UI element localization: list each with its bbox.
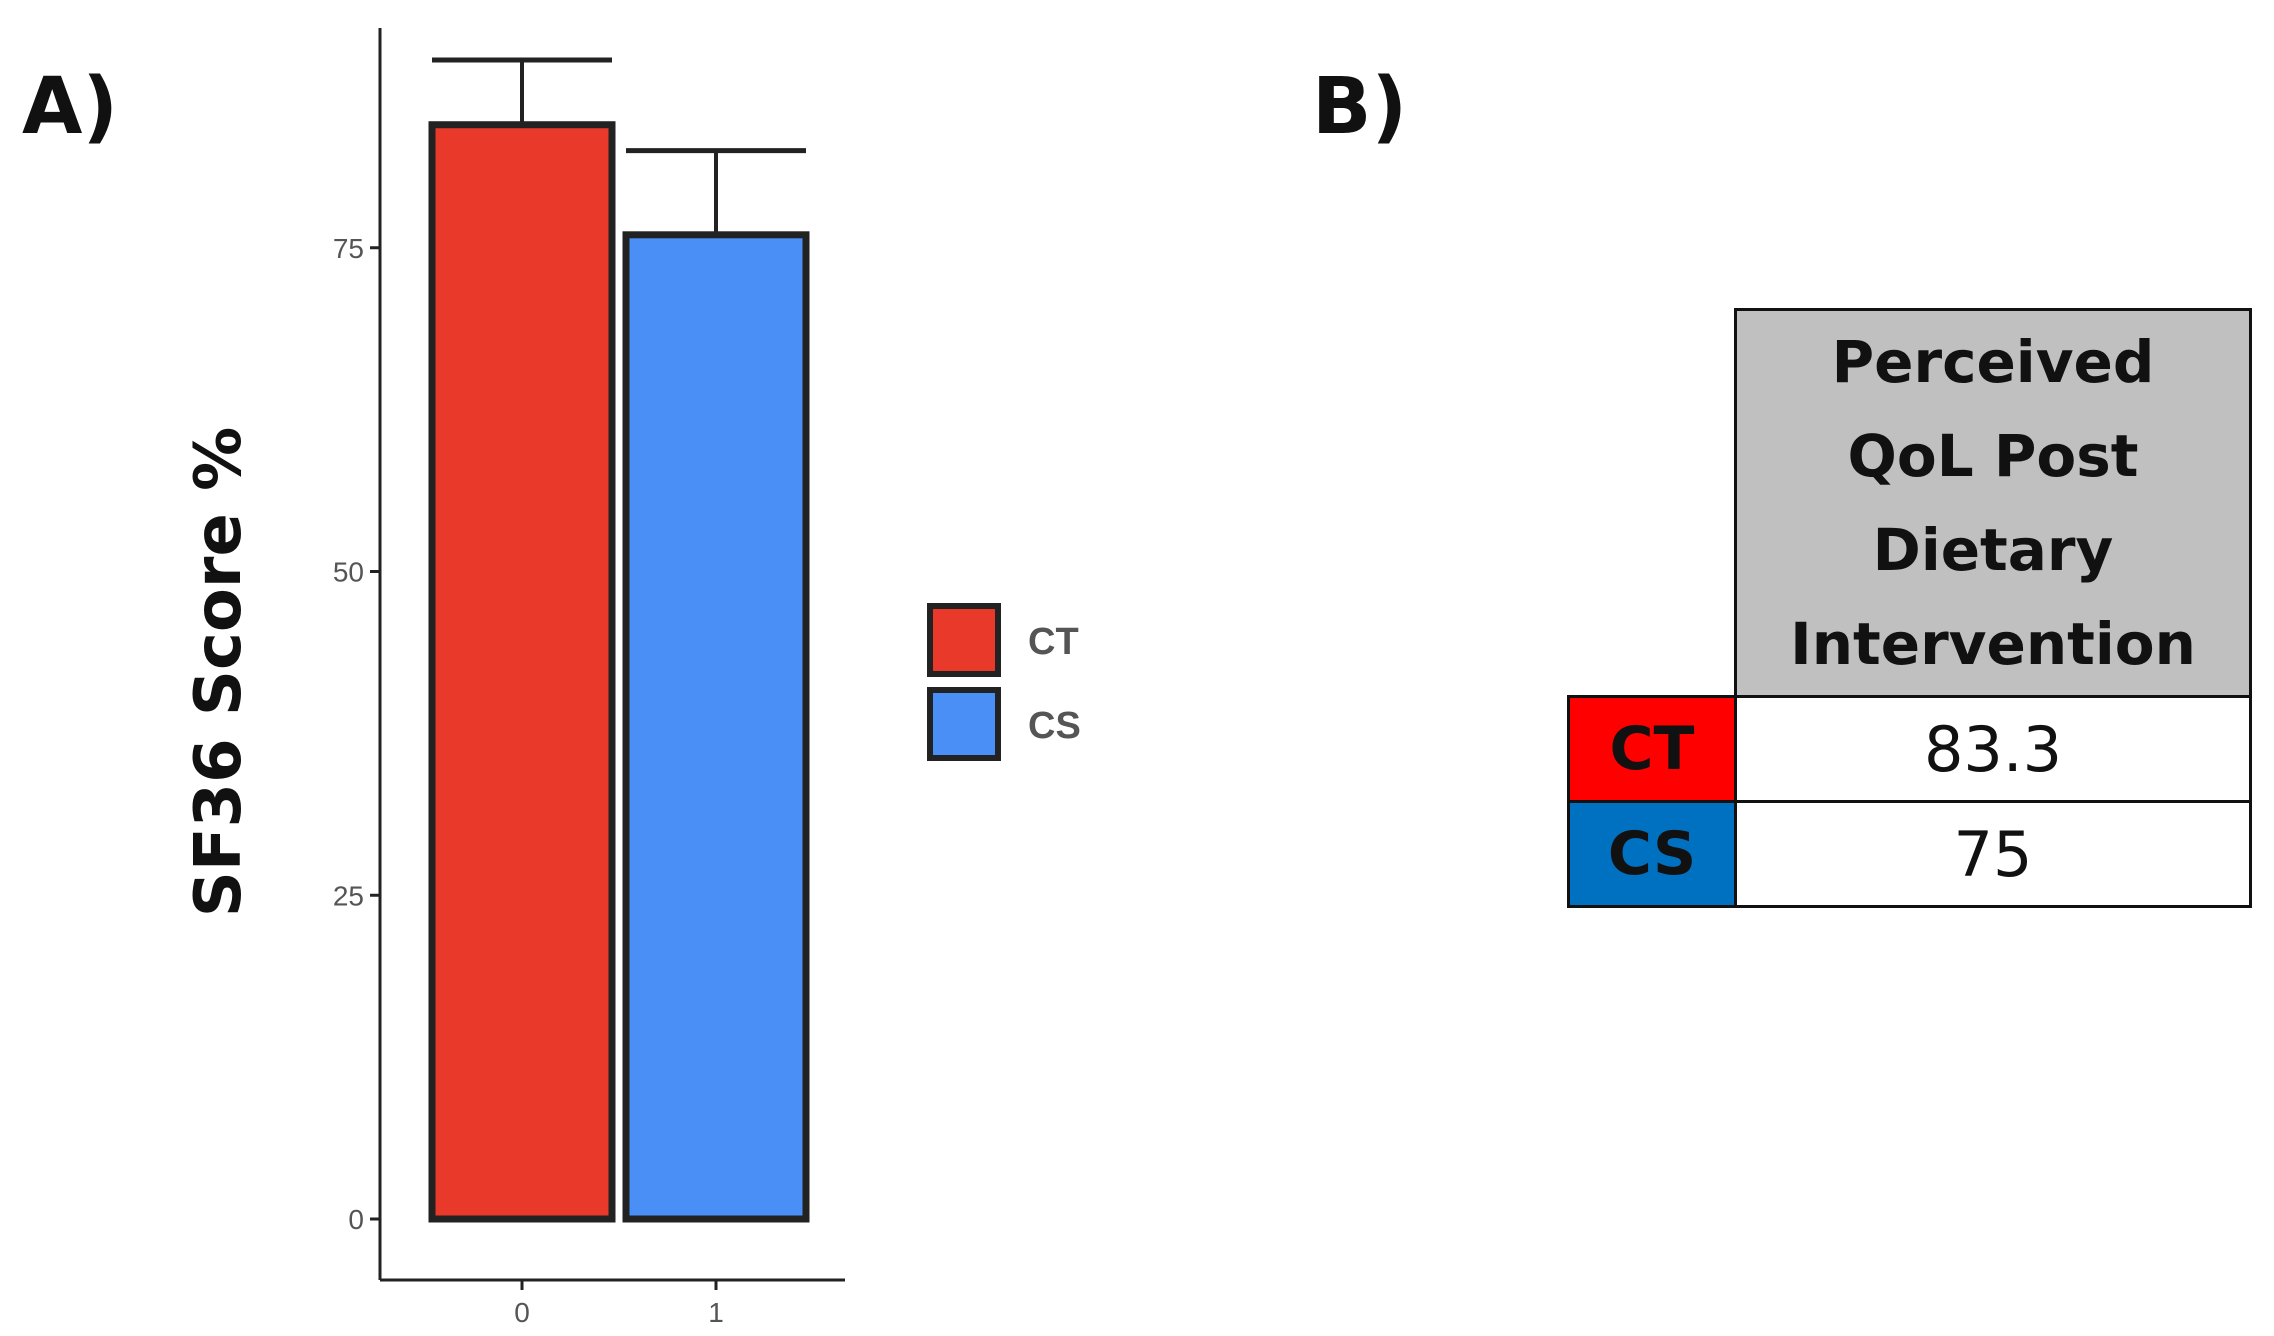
table-header-line: Dietary — [1872, 516, 2114, 584]
chart-legend: CT CS — [927, 603, 1081, 761]
table-value-ct: 83.3 — [1734, 695, 2252, 803]
legend-swatch-ct — [927, 603, 1001, 677]
x-tick-label: 1 — [708, 1297, 724, 1328]
table-corner — [1569, 310, 1736, 697]
y-tick-label: 25 — [333, 880, 364, 911]
table-header-line: Perceived — [1831, 328, 2155, 396]
table-header-line: Intervention — [1790, 610, 2196, 678]
qol-table: Perceived QoL Post Dietary Intervention … — [1567, 308, 2252, 908]
table-group-cs: CS — [1567, 800, 1737, 908]
bar-cs — [622, 231, 810, 1223]
table-header: Perceived QoL Post Dietary Intervention — [1734, 308, 2252, 698]
table-row: CT 83.3 — [1567, 695, 2252, 803]
table-value-cs: 75 — [1734, 800, 2252, 908]
legend-label-cs: CS — [1028, 705, 1081, 747]
chart-bars — [428, 57, 810, 1223]
panel-label-a: A) — [22, 62, 119, 152]
bar-ct — [428, 121, 616, 1223]
legend-label-ct: CT — [1028, 621, 1079, 663]
x-tick-label: 0 — [514, 1297, 530, 1328]
table-header-line: QoL Post — [1847, 422, 2139, 490]
panel-label-b: B) — [1312, 62, 1408, 152]
table-group-ct: CT — [1567, 695, 1737, 803]
table-row: CS 75 — [1567, 800, 2252, 908]
y-tick-label: 0 — [348, 1204, 364, 1235]
y-tick-label: 75 — [333, 233, 364, 264]
y-axis-title: SF36 Score % — [182, 427, 256, 918]
y-tick-label: 50 — [333, 557, 364, 588]
chart-axes: 0 25 50 75 SF36 Score % 0 1 — [182, 28, 845, 1328]
legend-swatch-cs — [927, 687, 1001, 761]
